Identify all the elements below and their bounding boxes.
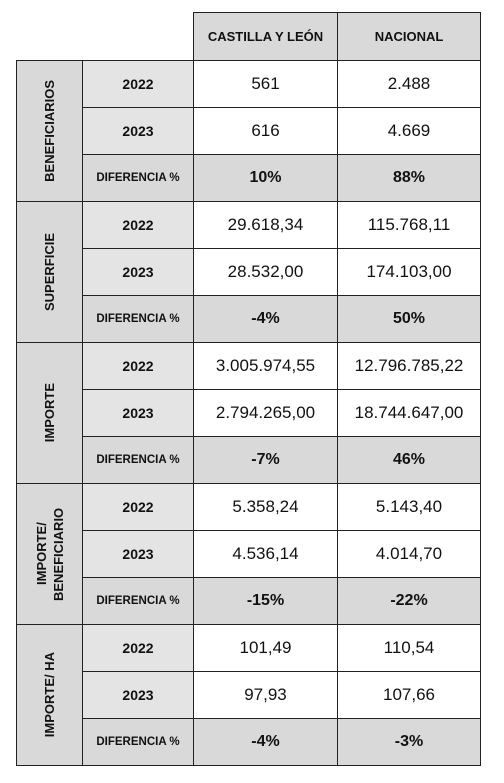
group-label: IMPORTE	[42, 383, 57, 443]
group-label: BENEFICIARIOS	[42, 80, 57, 182]
value-cell: -3%	[337, 718, 481, 766]
blank-cell	[82, 12, 194, 61]
value-cell: 4.014,70	[337, 530, 481, 578]
value-cell: 28.532,00	[193, 248, 338, 296]
value-cell: 5.143,40	[337, 483, 481, 531]
value-cell: 561	[193, 60, 338, 108]
group-cell: BENEFICIARIOS	[16, 60, 83, 202]
year-row: IMPORTE/ BENEFICIARIO 2022 5.358,24 5.143,4…	[16, 483, 481, 625]
value-cell: -7%	[193, 436, 338, 484]
value-cell: 46%	[337, 436, 481, 484]
year-row: IMPORTE/ HA 2022 101,49 110,54	[16, 624, 481, 766]
value-cell: -15%	[193, 577, 338, 625]
value-cell: 110,54	[337, 624, 481, 672]
year-row: 2023 28.532,00 174.103,00	[17, 248, 481, 296]
value-cell: 18.744.647,00	[337, 389, 481, 437]
row-label: 2022	[82, 201, 194, 249]
value-cell: 97,93	[193, 671, 338, 719]
row-label: DIFERENCIA %	[82, 718, 194, 766]
value-cell: 101,49	[193, 624, 338, 672]
value-cell: 2.488	[337, 60, 481, 108]
row-label: 2023	[82, 248, 194, 296]
value-cell: 10%	[193, 154, 338, 202]
value-cell: 616	[193, 107, 338, 155]
value-cell: 2.794.265,00	[193, 389, 338, 437]
row-label: 2023	[82, 107, 194, 155]
row-label: 2023	[82, 671, 194, 719]
header-row: CASTILLA Y LEÓN NACIONAL	[16, 12, 481, 61]
value-cell: 50%	[337, 295, 481, 343]
value-cell: -22%	[337, 577, 481, 625]
value-cell: 12.796.785,22	[337, 342, 481, 390]
value-cell: 29.618,34	[193, 201, 338, 249]
row-label: 2022	[82, 624, 194, 672]
value-cell: 88%	[337, 154, 481, 202]
column-header: NACIONAL	[337, 12, 481, 61]
year-row: 2023 2.794.265,00 18.744.647,00	[17, 389, 481, 437]
row-label: DIFERENCIA %	[82, 577, 194, 625]
row-label: 2022	[82, 342, 194, 390]
row-label: 2022	[82, 60, 194, 108]
year-row: SUPERFICIE 2022 29.618,34 115.768,11	[16, 201, 481, 343]
group-label: IMPORTE/ BENEFICIARIO	[33, 507, 66, 601]
year-row: 2023 616 4.669	[17, 107, 481, 155]
group-label: SUPERFICIE	[42, 232, 57, 311]
difference-row: DIFERENCIA % -4% 50%	[17, 295, 481, 343]
group-cell: IMPORTE/ HA	[16, 624, 83, 766]
row-label: DIFERENCIA %	[82, 436, 194, 484]
row-label: 2022	[82, 483, 194, 531]
year-row: 2023 97,93 107,66	[17, 671, 481, 719]
value-cell: 3.005.974,55	[193, 342, 338, 390]
difference-row: DIFERENCIA % -7% 46%	[17, 436, 481, 484]
group-cell: SUPERFICIE	[16, 201, 83, 343]
value-cell: -4%	[193, 718, 338, 766]
difference-row: DIFERENCIA % -15% -22%	[17, 577, 481, 625]
value-cell: 4.536,14	[193, 530, 338, 578]
group-cell: IMPORTE/ BENEFICIARIO	[16, 483, 83, 625]
row-label: DIFERENCIA %	[82, 295, 194, 343]
table-body: CASTILLA Y LEÓN NACIONAL BENEFICIARIOS 2022…	[16, 12, 481, 766]
group-label: IMPORTE/ HA	[42, 652, 57, 738]
year-row: IMPORTE 2022 3.005.974,55 12.796.785,22	[16, 342, 481, 484]
row-label: 2023	[82, 530, 194, 578]
value-cell: 174.103,00	[337, 248, 481, 296]
value-cell: 4.669	[337, 107, 481, 155]
value-cell: 107,66	[337, 671, 481, 719]
row-label: 2023	[82, 389, 194, 437]
difference-row: DIFERENCIA % -4% -3%	[17, 718, 481, 766]
difference-row: DIFERENCIA % 10% 88%	[17, 154, 481, 202]
year-row: BENEFICIARIOS 2022 561 2.488	[16, 60, 481, 202]
blank-cell	[16, 12, 83, 61]
value-cell: 115.768,11	[337, 201, 481, 249]
row-label: DIFERENCIA %	[82, 154, 194, 202]
group-cell: IMPORTE	[16, 342, 83, 484]
data-table: CASTILLA Y LEÓN NACIONAL BENEFICIARIOS 2022…	[16, 12, 481, 766]
value-cell: -4%	[193, 295, 338, 343]
column-header: CASTILLA Y LEÓN	[193, 12, 338, 61]
value-cell: 5.358,24	[193, 483, 338, 531]
year-row: 2023 4.536,14 4.014,70	[17, 530, 481, 578]
